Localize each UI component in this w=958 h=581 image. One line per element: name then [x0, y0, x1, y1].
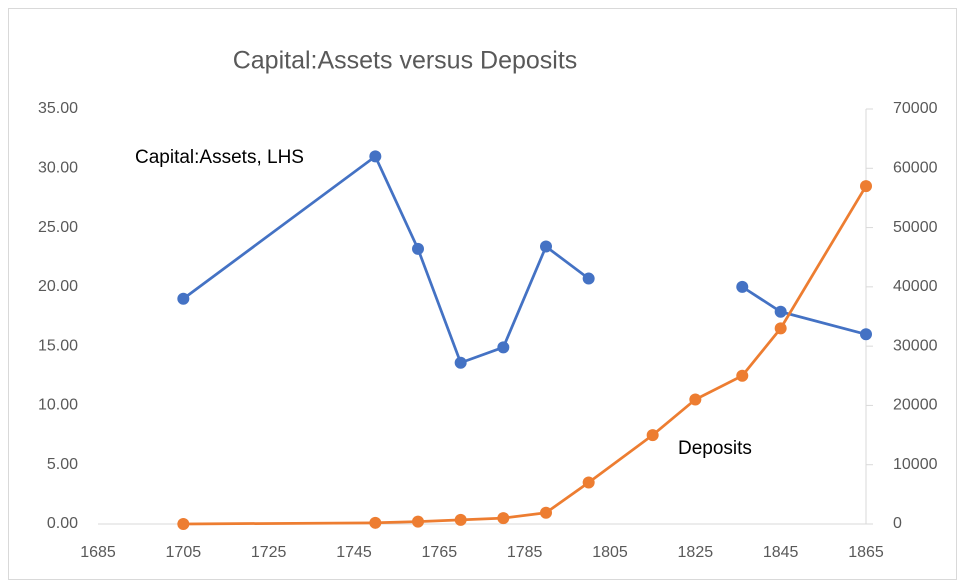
data-point	[646, 429, 659, 442]
x-tick-label: 1805	[592, 544, 628, 561]
y-tick-label: 15.00	[38, 337, 78, 354]
data-point	[497, 341, 510, 354]
y2-tick-label: 40000	[893, 278, 938, 295]
data-point	[736, 280, 749, 293]
data-point	[177, 292, 190, 305]
data-point	[412, 515, 424, 528]
data-point	[177, 518, 190, 530]
data-point	[454, 356, 467, 369]
x-tick-label: 1845	[763, 544, 799, 561]
y2-tick-label: 0	[893, 515, 902, 532]
data-point	[774, 322, 787, 335]
data-point	[582, 476, 595, 489]
data-point	[412, 242, 424, 255]
series-line	[183, 185, 868, 526]
series-annotation: Deposits	[678, 438, 752, 459]
x-tick-label: 1705	[166, 544, 202, 561]
data-point	[540, 506, 552, 519]
x-tick-label: 1725	[251, 544, 287, 561]
y-tick-label: 30.00	[38, 160, 78, 177]
y2-tick-label: 70000	[893, 100, 938, 117]
y-tick-label: 25.00	[38, 219, 78, 236]
data-point	[689, 393, 702, 406]
y-tick-label: 0.00	[47, 515, 78, 532]
y2-tick-label: 60000	[893, 160, 938, 177]
y-tick-label: 5.00	[47, 456, 78, 473]
data-point	[582, 272, 595, 285]
data-point	[736, 369, 749, 382]
y2-tick-label: 30000	[893, 337, 938, 354]
x-tick-label: 1745	[336, 544, 372, 561]
data-point	[860, 328, 872, 341]
x-tick-label: 1765	[422, 544, 458, 561]
data-point	[497, 512, 510, 525]
data-point	[860, 180, 872, 193]
data-point	[369, 150, 382, 163]
y-tick-label: 35.00	[38, 100, 78, 117]
x-tick-label: 1865	[848, 544, 884, 561]
chart-frame	[8, 8, 957, 580]
y2-tick-label: 20000	[893, 397, 938, 414]
data-point	[369, 516, 382, 529]
x-tick-label: 1785	[507, 544, 543, 561]
y2-tick-label: 50000	[893, 219, 938, 236]
data-point	[774, 305, 787, 318]
x-tick-label: 1685	[80, 544, 116, 561]
y-tick-label: 20.00	[38, 278, 78, 295]
y2-tick-label: 10000	[893, 456, 938, 473]
data-point	[454, 513, 467, 526]
y-tick-label: 10.00	[38, 397, 78, 414]
x-tick-label: 1825	[678, 544, 714, 561]
chart-title: Capital:Assets versus Deposits	[233, 47, 578, 75]
series-annotation: Capital:Assets, LHS	[135, 147, 304, 168]
data-point	[540, 240, 552, 253]
